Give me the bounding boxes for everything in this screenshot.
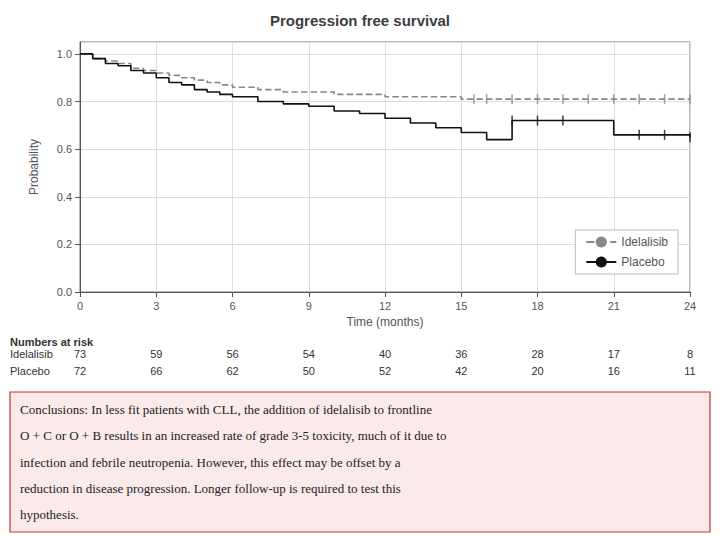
svg-text:0.6: 0.6 [57,143,72,155]
svg-text:0: 0 [77,300,83,312]
svg-text:8: 8 [687,348,693,360]
svg-text:Progression free survival: Progression free survival [270,12,450,29]
svg-text:62: 62 [226,365,238,377]
svg-text:O + C or O + B results in an i: O + C or O + B results in an increased r… [20,428,446,443]
svg-text:0.0: 0.0 [57,286,72,298]
svg-text:Placebo: Placebo [10,365,50,377]
svg-text:Idelalisib: Idelalisib [10,348,53,360]
svg-text:18: 18 [531,300,543,312]
svg-text:21: 21 [608,300,620,312]
svg-text:42: 42 [455,365,467,377]
svg-text:Placebo: Placebo [621,255,665,269]
svg-text:0.2: 0.2 [57,238,72,250]
svg-text:15: 15 [455,300,467,312]
svg-text:17: 17 [608,348,620,360]
svg-text:11: 11 [684,365,695,377]
svg-text:6: 6 [229,300,235,312]
svg-text:59: 59 [150,348,162,360]
svg-text:reduction in disease progressi: reduction in disease progression. Longer… [20,481,401,496]
svg-text:Idelalisib: Idelalisib [621,235,668,249]
svg-text:28: 28 [531,348,543,360]
svg-text:56: 56 [226,348,238,360]
svg-text:0.8: 0.8 [57,96,72,108]
svg-text:9: 9 [306,300,312,312]
svg-text:73: 73 [74,348,86,360]
svg-text:72: 72 [74,365,86,377]
svg-text:infection and febrile neutrope: infection and febrile neutropenia. Howev… [20,455,401,470]
svg-text:3: 3 [153,300,159,312]
svg-text:40: 40 [379,348,391,360]
svg-text:36: 36 [455,348,467,360]
svg-text:24: 24 [684,300,696,312]
svg-text:52: 52 [379,365,391,377]
svg-text:66: 66 [150,365,162,377]
svg-text:12: 12 [379,300,391,312]
svg-text:54: 54 [303,348,315,360]
svg-text:Time (months): Time (months) [347,315,424,329]
svg-text:20: 20 [531,365,543,377]
svg-text:50: 50 [303,365,315,377]
svg-text:1.0: 1.0 [57,48,72,60]
svg-text:Probability: Probability [27,139,41,195]
svg-text:Numbers at risk: Numbers at risk [10,336,94,348]
svg-text:0.4: 0.4 [57,191,72,203]
svg-text:Conclusions: In less fit patie: Conclusions: In less fit patients with C… [20,402,432,417]
svg-text:16: 16 [608,365,620,377]
svg-text:hypothesis.: hypothesis. [20,507,79,522]
